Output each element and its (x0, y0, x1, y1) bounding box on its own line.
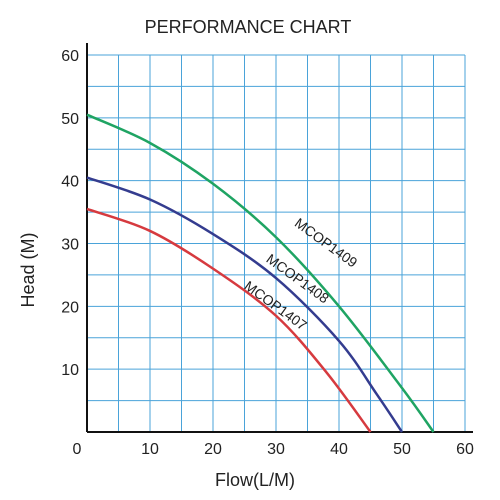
y-tick-label: 50 (61, 111, 79, 128)
x-tick-label: 20 (204, 441, 222, 458)
grid (87, 54, 466, 432)
series-line-mcop1408 (86, 176, 404, 433)
tick-labels: 10 20 30 40 50 60 0 10 20 30 40 50 60 (61, 48, 474, 458)
y-tick-label: 60 (61, 48, 79, 65)
y-tick-label: 20 (61, 299, 79, 316)
y-tick-label: 30 (61, 237, 79, 254)
y-tick-label: 10 (61, 362, 79, 379)
y-axis-title: Head (M) (18, 232, 38, 307)
x-tick-label: 30 (267, 441, 285, 458)
series-line-mcop1407 (86, 207, 372, 433)
chart-title: PERFORMANCE CHART (145, 17, 352, 37)
series-label-mcop1409: MCOP1409 (292, 215, 361, 271)
origin-label: 0 (73, 441, 82, 458)
y-tick-label: 40 (61, 174, 79, 191)
x-tick-label: 50 (393, 441, 411, 458)
x-axis-title: Flow(L/M) (215, 470, 295, 490)
x-tick-label: 10 (141, 441, 159, 458)
x-tick-label: 60 (456, 441, 474, 458)
axes (86, 43, 473, 433)
x-tick-label: 40 (330, 441, 348, 458)
series-line-mcop1409 (86, 113, 435, 433)
